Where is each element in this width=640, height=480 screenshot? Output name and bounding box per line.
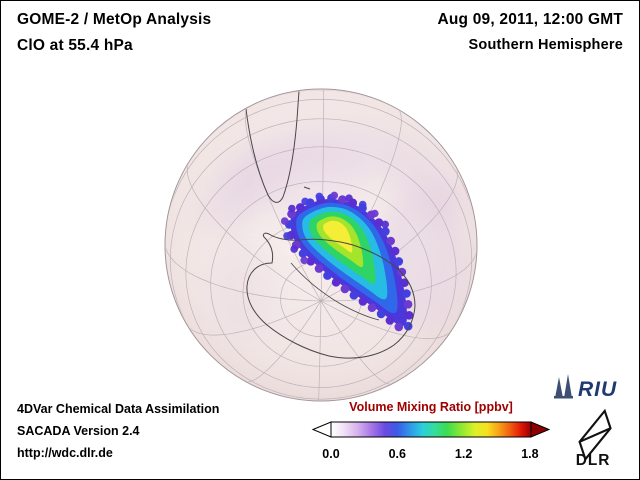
cathedral-spire bbox=[555, 377, 563, 398]
measurement-dot bbox=[400, 278, 409, 288]
haze-patch bbox=[214, 247, 274, 339]
dlr-text: DLR bbox=[576, 452, 611, 468]
measurement-dot bbox=[331, 278, 341, 287]
website-url: http://wdc.dlr.de bbox=[17, 446, 113, 460]
measurement-dot bbox=[404, 311, 414, 320]
graticule-parallel bbox=[169, 118, 473, 356]
clo-enhancement-blob bbox=[290, 198, 407, 326]
assimilation-label: 4DVar Chemical Data Assimilation bbox=[17, 402, 220, 416]
coastline-islands bbox=[303, 186, 311, 190]
measurement-dot bbox=[300, 256, 309, 265]
measurement-dot bbox=[403, 300, 413, 309]
measurement-dot bbox=[290, 245, 299, 253]
hemisphere-label: Southern Hemisphere bbox=[468, 37, 623, 53]
colorbar-tick-label: 0.6 bbox=[389, 447, 406, 461]
graticule-meridian bbox=[320, 300, 453, 339]
riu-text: RIU bbox=[578, 378, 617, 401]
dlr-logo: DLR bbox=[576, 408, 612, 468]
measurement-dot bbox=[330, 191, 339, 200]
measurement-dot bbox=[397, 267, 407, 277]
measurement-dot bbox=[345, 194, 353, 202]
measurement-dot bbox=[374, 218, 384, 227]
measurement-dot bbox=[349, 291, 359, 300]
measurement-dot bbox=[280, 217, 289, 225]
coastline-antarctica-detail bbox=[290, 262, 380, 321]
measurement-dot bbox=[386, 236, 396, 246]
graticule-meridian bbox=[318, 300, 322, 400]
measurement-dot bbox=[358, 297, 368, 306]
page-title: GOME-2 / MetOp Analysis bbox=[17, 11, 212, 28]
graticule-meridian bbox=[320, 300, 393, 385]
measurement-dot bbox=[314, 264, 324, 273]
measurement-dot bbox=[381, 220, 390, 229]
measurement-dot bbox=[283, 232, 291, 240]
measurement-dot bbox=[385, 316, 395, 325]
coastline-antarctica bbox=[246, 232, 416, 359]
measurement-dot bbox=[402, 289, 411, 298]
measurement-dot bbox=[394, 257, 404, 266]
measurement-dot bbox=[394, 322, 404, 332]
measurement-dot bbox=[338, 195, 347, 204]
species-level-label: ClO at 55.4 hPa bbox=[17, 37, 133, 54]
colorbar-tick-label: 1.8 bbox=[521, 447, 538, 461]
colorbar-right-arrow bbox=[530, 421, 551, 438]
measurement-dots bbox=[280, 191, 414, 332]
measurement-dot bbox=[367, 303, 377, 313]
measurement-dot bbox=[315, 192, 324, 201]
clo-blob-band bbox=[323, 220, 353, 253]
measurement-dot bbox=[288, 204, 296, 213]
measurement-dot bbox=[301, 197, 309, 206]
datetime-label: Aug 09, 2011, 12:00 GMT bbox=[437, 11, 623, 28]
graticule-meridian bbox=[166, 242, 322, 302]
measurement-dot bbox=[381, 227, 390, 236]
cathedral-spire bbox=[564, 374, 572, 398]
graticule-parallel bbox=[166, 99, 476, 243]
globe-limb bbox=[164, 88, 478, 402]
cathedral-base bbox=[554, 396, 573, 399]
colorbar-tick-label: 0.0 bbox=[322, 447, 339, 461]
colorbar-gradient bbox=[330, 421, 532, 438]
colorbar-title: Volume Mixing Ratio [ppbv] bbox=[349, 400, 513, 414]
graticule-meridian bbox=[245, 300, 322, 383]
dlr-ribbon-fold bbox=[579, 427, 611, 443]
measurement-dot bbox=[306, 257, 316, 266]
clo-haze-layer bbox=[195, 125, 474, 339]
colorbar: 0.0 0.6 1.2 1.8 bbox=[311, 421, 551, 461]
measurement-dot bbox=[371, 209, 379, 218]
riu-cathedral-icon bbox=[554, 374, 573, 399]
measurement-dot bbox=[340, 284, 350, 294]
coastline-south-america bbox=[245, 90, 300, 203]
measurement-dot bbox=[358, 200, 367, 209]
measurement-dot bbox=[323, 271, 332, 280]
colorbar-left-arrow bbox=[311, 421, 332, 438]
measurement-dot bbox=[296, 203, 305, 212]
riu-logo: RIU bbox=[554, 374, 617, 401]
colorbar-tick-label: 1.2 bbox=[455, 447, 472, 461]
measurement-dot bbox=[376, 309, 386, 319]
measurement-dot bbox=[298, 249, 308, 258]
version-label: SACADA Version 2.4 bbox=[17, 424, 140, 438]
dlr-emblem-icon bbox=[578, 408, 612, 462]
measurement-dot bbox=[390, 246, 400, 256]
